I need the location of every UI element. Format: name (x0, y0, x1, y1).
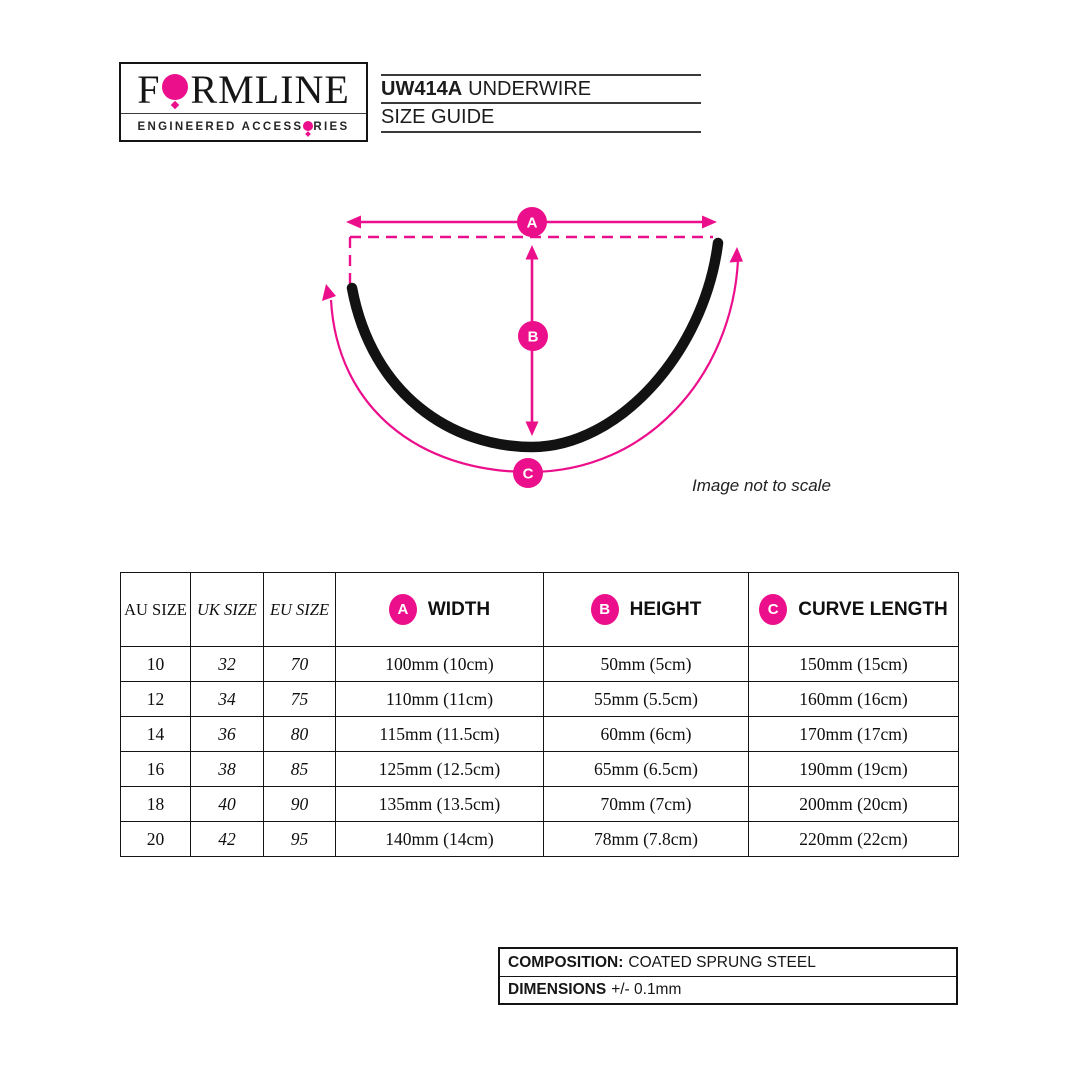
height-arrowhead-bottom-icon (525, 421, 539, 436)
cell-uk: 42 (190, 821, 264, 857)
curve-length-arc (329, 259, 740, 474)
cell-au: 20 (120, 821, 191, 857)
spec-box: COMPOSITION: COATED SPRUNG STEEL DIMENSI… (498, 947, 958, 1005)
cell-width: 140mm (14cm) (335, 821, 544, 857)
col-header-curve-label: CURVE LENGTH (798, 598, 948, 620)
cell-eu: 70 (263, 646, 336, 682)
cell-au: 10 (120, 646, 191, 682)
document-title-block: UW414A UNDERWIRE SIZE GUIDE (381, 74, 701, 133)
cell-curve: 200mm (20cm) (748, 786, 959, 822)
title-rule-middle (381, 102, 701, 104)
cell-width: 115mm (11.5cm) (335, 716, 544, 752)
col-header-width: A WIDTH (335, 572, 544, 647)
brand-tagline: ENGINEERED ACCESS RIES (121, 114, 366, 139)
brand-text-pre: F (137, 66, 161, 112)
badge-b-label: B (528, 329, 539, 346)
size-table: AU SIZE UK SIZE EU SIZE A WIDTH B HEIGHT… (120, 572, 959, 857)
cell-au: 14 (120, 716, 191, 752)
cell-curve: 160mm (16cm) (748, 681, 959, 717)
dimensions-row: DIMENSIONS +/- 0.1mm (500, 976, 956, 1003)
dimensions-value: +/- 0.1mm (611, 981, 682, 998)
cell-eu: 95 (263, 821, 336, 857)
table-row: 16 38 85 125mm (12.5cm) 65mm (6.5cm) 190… (120, 751, 959, 787)
title-rule-bottom (381, 131, 701, 133)
width-arrowhead-left-icon (346, 215, 361, 229)
brand-text-post: RMLINE (190, 66, 350, 112)
badge-c-label: C (523, 466, 534, 483)
badge-c-circle-icon (513, 458, 543, 488)
width-arrowhead-right-icon (702, 215, 717, 229)
cell-uk: 38 (190, 751, 264, 787)
badge-b-circle-icon (518, 321, 548, 351)
cell-uk: 32 (190, 646, 264, 682)
cell-height: 70mm (7cm) (543, 786, 749, 822)
cell-eu: 80 (263, 716, 336, 752)
cell-width: 135mm (13.5cm) (335, 786, 544, 822)
cell-height: 50mm (5cm) (543, 646, 749, 682)
header-badge-b-icon: B (590, 594, 619, 625)
cell-width: 125mm (12.5cm) (335, 751, 544, 787)
brand-logo: F RMLINE ENGINEERED ACCESS RIES (119, 62, 368, 142)
cell-uk: 40 (190, 786, 264, 822)
col-header-height-label: HEIGHT (629, 598, 702, 620)
product-code: UW414A (381, 77, 463, 100)
cell-eu: 85 (263, 751, 336, 787)
header-badge-a-icon: A (388, 594, 417, 625)
cell-eu: 90 (263, 786, 336, 822)
composition-value: COATED SPRUNG STEEL (628, 953, 816, 971)
cell-au: 16 (120, 751, 191, 787)
col-header-width-label: WIDTH (427, 598, 491, 620)
composition-label: COMPOSITION: (508, 953, 624, 971)
balloon-o-small-icon (303, 121, 314, 131)
product-title-row: UW414A UNDERWIRE (381, 76, 701, 102)
scale-note: Image not to scale (692, 476, 831, 495)
badge-a-label: A (527, 215, 538, 232)
col-header-uk-size: UK SIZE (190, 572, 264, 647)
cell-curve: 150mm (15cm) (748, 646, 959, 682)
title-rule-top (381, 74, 701, 76)
dimensions-label: DIMENSIONS (508, 981, 607, 998)
balloon-o-icon (162, 74, 189, 100)
col-header-height: B HEIGHT (543, 572, 749, 647)
table-row: 18 40 90 135mm (13.5cm) 70mm (7cm) 200mm… (120, 786, 959, 822)
composition-row: COMPOSITION: COATED SPRUNG STEEL (500, 949, 956, 976)
tagline-text-post: RIES (313, 120, 350, 133)
table-row: 12 34 75 110mm (11cm) 55mm (5.5cm) 160mm… (120, 681, 959, 717)
cell-au: 12 (120, 681, 191, 717)
col-header-curve-length: C CURVE LENGTH (748, 572, 959, 647)
cell-au: 18 (120, 786, 191, 822)
size-table-header-row: AU SIZE UK SIZE EU SIZE A WIDTH B HEIGHT… (120, 572, 959, 647)
table-row: 10 32 70 100mm (10cm) 50mm (5cm) 150mm (… (120, 646, 959, 682)
underwire-measurement-diagram: A B C (322, 207, 743, 488)
brand-wordmark: F RMLINE (121, 64, 366, 114)
cell-height: 60mm (6cm) (543, 716, 749, 752)
badge-a-circle-icon (517, 207, 547, 237)
header-badge-c-icon: C (759, 594, 788, 625)
tagline-text-pre: ENGINEERED ACCESS (137, 120, 304, 133)
height-arrowhead-top-icon (525, 245, 539, 260)
table-row: 14 36 80 115mm (11.5cm) 60mm (6cm) 170mm… (120, 716, 959, 752)
cell-uk: 36 (190, 716, 264, 752)
curve-arrowhead-right-icon (729, 247, 743, 263)
cell-curve: 220mm (22cm) (748, 821, 959, 857)
cell-eu: 75 (263, 681, 336, 717)
cell-curve: 190mm (19cm) (748, 751, 959, 787)
table-row: 20 42 95 140mm (14cm) 78mm (7.8cm) 220mm… (120, 821, 959, 857)
cell-height: 78mm (7.8cm) (543, 821, 749, 857)
cell-width: 100mm (10cm) (335, 646, 544, 682)
cell-width: 110mm (11cm) (335, 681, 544, 717)
col-header-eu-size: EU SIZE (263, 572, 336, 647)
page-title: SIZE GUIDE (381, 106, 495, 128)
underwire-arc (346, 237, 724, 453)
cell-height: 55mm (5.5cm) (543, 681, 749, 717)
product-name: UNDERWIRE (468, 77, 592, 100)
cell-curve: 170mm (17cm) (748, 716, 959, 752)
col-header-au-size: AU SIZE (120, 572, 191, 647)
subtitle-row: SIZE GUIDE (381, 104, 701, 131)
curve-arrowhead-left-icon (322, 284, 336, 301)
cell-height: 65mm (6.5cm) (543, 751, 749, 787)
cell-uk: 34 (190, 681, 264, 717)
